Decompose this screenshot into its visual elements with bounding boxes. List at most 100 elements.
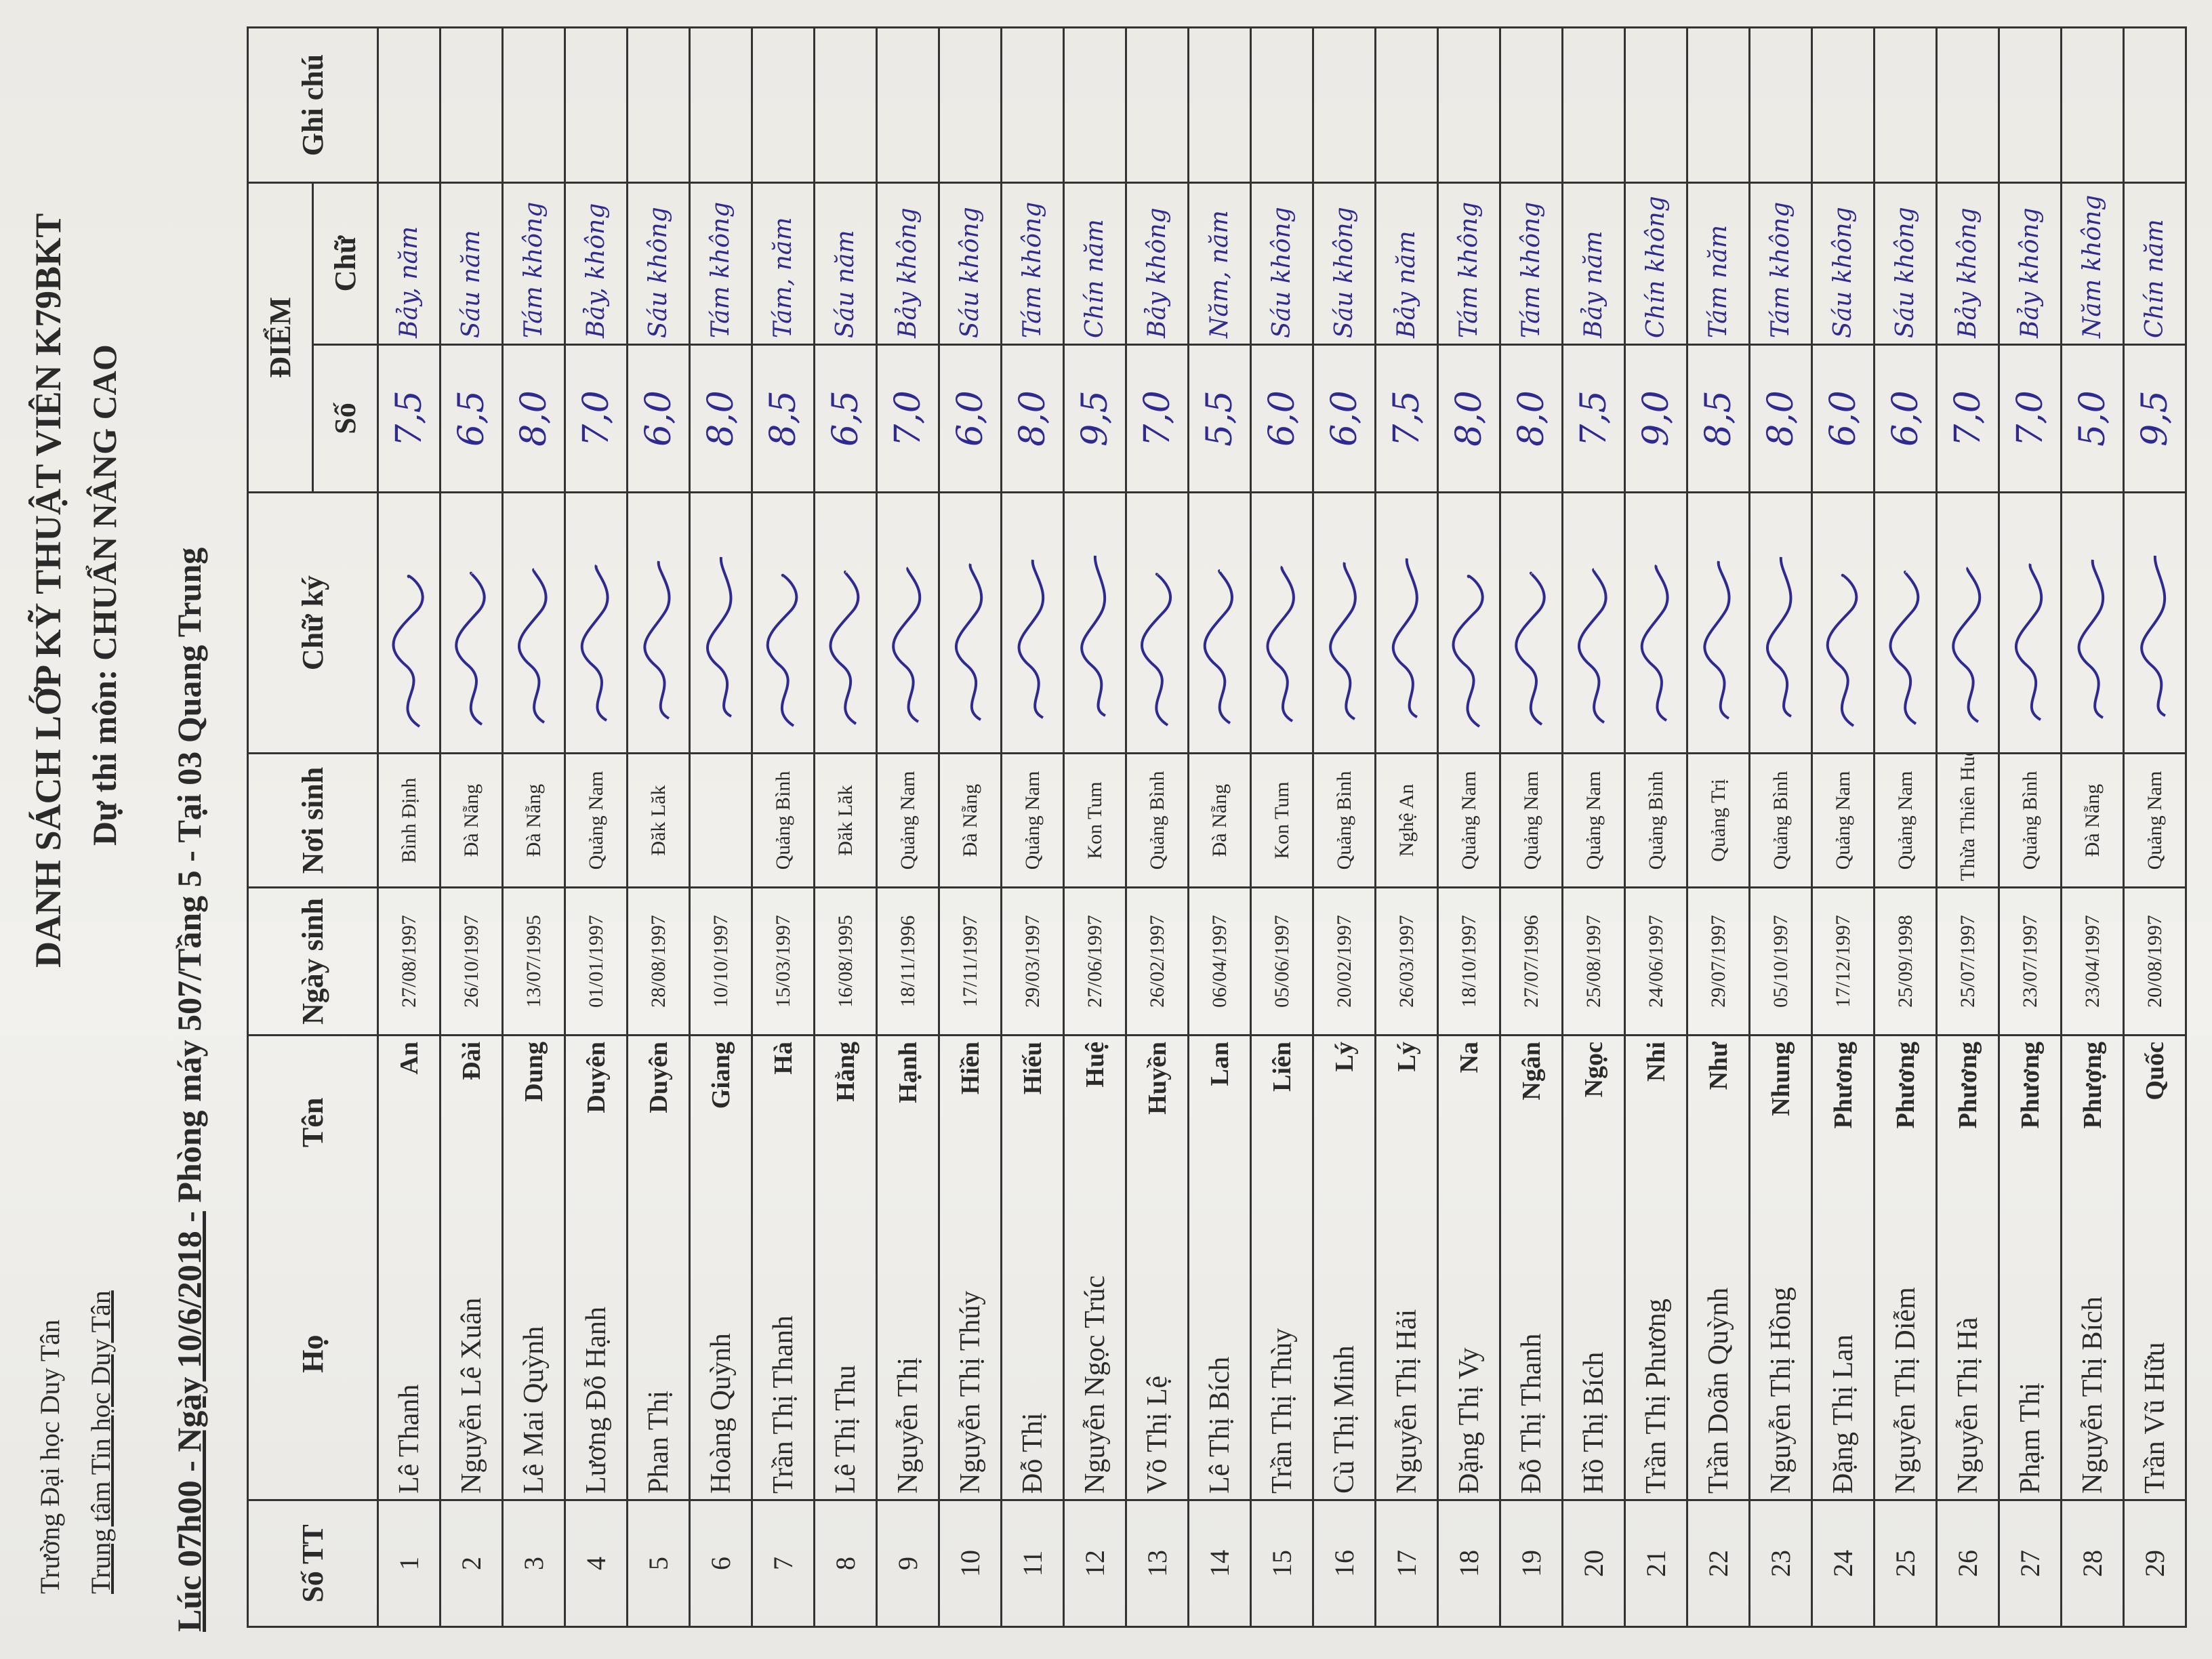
handwritten-signature <box>1328 562 1357 720</box>
birth-date-cell: 29/03/1997 <box>1001 887 1064 1036</box>
handwritten-signature <box>391 575 424 728</box>
birth-place-cell: Quảng Nam <box>565 753 628 888</box>
birth-place-cell: Bình Định <box>377 753 441 888</box>
score-number-cell: 5,0 <box>2061 344 2124 493</box>
score-words-cell: Tám không <box>1500 182 1563 345</box>
handwritten-signature <box>705 556 732 718</box>
birth-date-cell: 17/11/1997 <box>939 887 1002 1036</box>
signature-cell <box>1500 492 1563 754</box>
given-name-cell: Phượng <box>2061 1035 2124 1209</box>
score-words-cell: Tám không <box>1749 182 1812 345</box>
note-cell <box>1250 27 1313 183</box>
birth-date-cell: 25/09/1998 <box>1874 887 1937 1036</box>
signature-cell <box>1999 492 2062 754</box>
birth-place-cell: Quảng Nam <box>876 753 939 888</box>
score-number-cell: 7,0 <box>1126 344 1189 493</box>
surname-cell: Nguyễn Thị Hồng <box>1749 1208 1812 1500</box>
table-row: 8 Lê Thị Thu Hằng 16/08/1995 Đăk Lăk 6,5 Sáu n… <box>814 27 877 1627</box>
handwritten-signature <box>1951 567 1981 723</box>
surname-cell: Lê Thị Thu <box>814 1208 877 1500</box>
table-row: 18 Đặng Thị Vy Na 18/10/1997 Quảng Nam 8,0 Tám… <box>1437 27 1500 1627</box>
row-number: 4 <box>565 1500 628 1627</box>
birth-date-cell: 23/04/1997 <box>2061 887 2124 1036</box>
handwritten-signature <box>2139 555 2166 717</box>
signature-cell <box>2061 492 2124 754</box>
birth-date-cell: 01/01/1997 <box>565 887 628 1036</box>
score-number-cell: 9,5 <box>1063 344 1126 493</box>
row-number: 1 <box>377 1500 441 1627</box>
handwritten-signature <box>891 567 921 723</box>
given-name-cell: Lan <box>1188 1035 1251 1209</box>
row-number: 18 <box>1437 1500 1500 1627</box>
surname-cell: Lê Mai Quỳnh <box>502 1208 565 1500</box>
score-words-cell: Bảy năm <box>1562 182 1625 345</box>
birth-place-cell: Nghệ An <box>1375 753 1438 888</box>
score-words-cell: Tám không <box>689 182 752 345</box>
exam-subject: Dự thi môn: CHUẨN NÂNG CAO <box>85 344 123 846</box>
score-words-cell: Sáu không <box>1313 182 1376 345</box>
table-row: 24 Đặng Thị Lan Phương 17/12/1997 Quảng Nam 6… <box>1811 27 1875 1627</box>
table-row: 12 Nguyễn Ngọc Trúc Huệ 27/06/1997 Kon Tum 9,… <box>1063 27 1126 1627</box>
table-row: 2 Nguyễn Lê Xuân Đài 26/10/1997 Đà Nẵng 6,5 Sá… <box>440 27 503 1627</box>
handwritten-signature <box>1703 560 1730 720</box>
row-number: 16 <box>1313 1500 1376 1627</box>
birth-date-cell: 20/08/1997 <box>2123 887 2186 1036</box>
given-name-cell: Hạnh <box>876 1035 939 1209</box>
given-name-cell: Dung <box>502 1035 565 1209</box>
header-ngay-sinh: Ngày sinh <box>247 887 378 1036</box>
center-name: Trung tâm Tin học Duy Tân <box>85 1290 116 1594</box>
surname-cell: Nguyễn Thị Bích <box>2061 1208 2124 1500</box>
given-name-cell: Phương <box>1999 1035 2062 1209</box>
header-noi-sinh: Nơi sinh <box>247 753 378 888</box>
birth-place-cell: Quảng Nam <box>1562 753 1625 888</box>
note-cell <box>565 27 628 183</box>
score-words-cell: Tám năm <box>1687 182 1750 345</box>
row-number: 15 <box>1250 1500 1313 1627</box>
handwritten-signature <box>1640 564 1668 722</box>
birth-place-cell: Đăk Lăk <box>627 753 690 888</box>
score-words-cell: Bảy không <box>1999 182 2062 345</box>
score-words-cell: Năm không <box>2061 182 2124 345</box>
table-row: 7 Trần Thị Thanh Hà 15/03/1997 Quảng Bình 8,5… <box>752 27 815 1627</box>
birth-place-cell: Quảng Bình <box>1749 753 1812 888</box>
score-words-cell: Bảy không <box>876 182 939 345</box>
signature-cell <box>1250 492 1313 754</box>
birth-date-cell: 18/11/1996 <box>876 887 939 1036</box>
signature-cell <box>1437 492 1500 754</box>
note-cell <box>377 27 441 183</box>
header-ten: Tên <box>247 1035 378 1209</box>
birth-place-cell: Quảng Nam <box>1874 753 1937 888</box>
header-diem-chu: Chữ <box>312 182 378 345</box>
birth-place-cell: Đà Nẵng <box>502 753 565 888</box>
handwritten-signature <box>454 571 485 726</box>
surname-cell: Nguyễn Thị Hải <box>1375 1208 1438 1500</box>
score-words-cell: Năm, năm <box>1188 182 1251 345</box>
signature-cell <box>1811 492 1875 754</box>
row-number: 21 <box>1624 1500 1687 1627</box>
handwritten-signature <box>1765 556 1792 718</box>
table-row: 25 Nguyễn Thị Diễm Phương 25/09/1998 Quảng N… <box>1874 27 1937 1627</box>
table-row: 17 Nguyễn Thị Hải Lý 26/03/1997 Nghệ An 7,5 Bả… <box>1375 27 1438 1627</box>
row-number: 11 <box>1001 1500 1064 1627</box>
given-name-cell: Phương <box>1936 1035 1999 1209</box>
score-words-cell: Chín năm <box>1063 182 1126 345</box>
score-number-cell: 6,0 <box>627 344 690 493</box>
note-cell <box>1001 27 1064 183</box>
birth-place-cell: Quảng Bình <box>1999 753 2062 888</box>
row-number: 29 <box>2123 1500 2186 1627</box>
table-row: 28 Nguyễn Thị Bích Phượng 23/04/1997 Đà Nẵng… <box>2061 27 2124 1627</box>
signature-cell <box>1936 492 1999 754</box>
surname-cell: Võ Thị Lệ <box>1126 1208 1189 1500</box>
row-number: 23 <box>1749 1500 1812 1627</box>
birth-place-cell: Quảng Nam <box>2123 753 2186 888</box>
table-row: 19 Đỗ Thị Thanh Ngân 27/07/1996 Quảng Nam 8,0… <box>1500 27 1563 1627</box>
birth-place-cell: Quảng Trị <box>1687 753 1750 888</box>
birth-place-cell: Quảng Bình <box>752 753 815 888</box>
note-cell <box>1749 27 1812 183</box>
table-row: 26 Nguyễn Thị Hà Phương 25/07/1997 Thừa Thiê… <box>1936 27 1999 1627</box>
exam-session: Lúc 07h00 - Ngày 10/6/2018 - Phòng máy 5… <box>169 548 209 1632</box>
handwritten-signature <box>1017 559 1044 719</box>
table-row: 20 Hồ Thị Bích Ngọc 25/08/1997 Quảng Nam 7,5 B… <box>1562 27 1625 1627</box>
birth-place-cell: Quảng Nam <box>1811 753 1875 888</box>
signature-cell <box>876 492 939 754</box>
